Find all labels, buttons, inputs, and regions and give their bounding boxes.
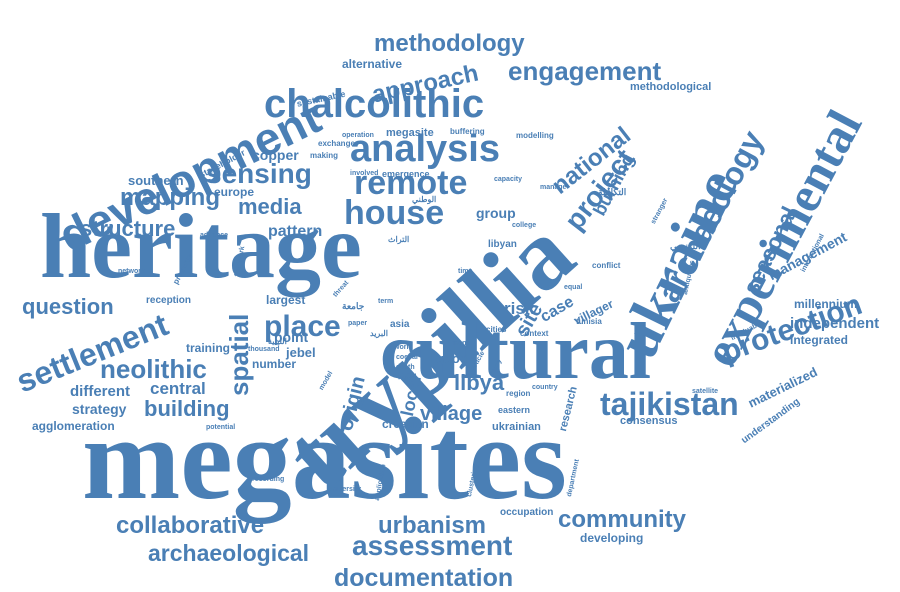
word: occupation [500, 507, 554, 518]
word: recording [252, 476, 285, 483]
word: collaborative [116, 512, 265, 539]
word: strategy [72, 401, 127, 417]
word: potential [206, 424, 236, 431]
word: sensing [206, 158, 312, 189]
word: التونسي [670, 241, 701, 251]
word: largest [266, 293, 306, 307]
word: coeval [396, 354, 418, 361]
word: capacity [494, 176, 523, 183]
word: good [436, 351, 468, 366]
word: modelling [516, 131, 554, 140]
word: making [310, 151, 339, 160]
word: ukrainian [492, 421, 541, 433]
word: المعهد [398, 374, 417, 381]
word: region [506, 389, 531, 398]
word: urbanism [378, 512, 487, 539]
word: term [378, 298, 394, 305]
word: consensus [620, 415, 678, 427]
word: pattern [268, 223, 323, 240]
word: media [238, 194, 302, 219]
word: libyan [488, 239, 517, 250]
word: satellite [692, 388, 719, 395]
word: assessment [352, 530, 513, 561]
word: mapping [120, 184, 220, 211]
word: building [144, 396, 230, 421]
word: southern [128, 173, 184, 188]
word: archaeological [148, 540, 310, 566]
word: group [476, 205, 516, 221]
word: reception [146, 295, 192, 306]
word: remote [354, 164, 468, 202]
word: tunisia [576, 317, 602, 326]
word: methodological [630, 81, 712, 93]
word: paper [348, 320, 368, 327]
word: community [558, 506, 687, 533]
word: different [70, 383, 130, 400]
word: country [532, 384, 558, 391]
word: point [274, 329, 309, 345]
word: college [512, 222, 537, 229]
word: الليبية [268, 337, 287, 346]
word: agglomeration [32, 419, 115, 433]
word: heritage [40, 195, 362, 297]
word: جامعة [342, 301, 365, 311]
word: involved [350, 170, 379, 177]
word: chalcolithic [264, 82, 485, 126]
word: manage [540, 184, 567, 191]
word: question [22, 294, 114, 319]
word: documentation [334, 564, 514, 592]
word: network [118, 268, 145, 275]
word: megasites [82, 393, 567, 524]
word: operation [342, 132, 374, 139]
word: context [520, 329, 549, 338]
word: structure [80, 216, 176, 241]
word: jebel [286, 345, 316, 360]
word: conflict [592, 261, 621, 270]
word: tajikistan [600, 386, 739, 422]
word: البريد [370, 329, 388, 338]
word: التكاملة [598, 187, 627, 197]
word: death [396, 364, 415, 371]
word: millennium [794, 297, 858, 311]
word: alternative [342, 57, 403, 71]
word: equal [564, 284, 583, 291]
word: creation [382, 417, 429, 431]
word: training [186, 341, 230, 355]
word: world [394, 344, 413, 351]
word: risk [504, 299, 535, 318]
word: integrated [790, 333, 849, 347]
word: developing [580, 531, 644, 545]
word: exchange [318, 139, 355, 148]
word: number [252, 357, 297, 371]
word: central [150, 379, 206, 398]
word: materialized [745, 364, 820, 411]
word: department [566, 458, 581, 498]
word: thousand [248, 346, 280, 353]
word: neolithic [100, 354, 207, 384]
word: time [458, 268, 473, 275]
word: cities [486, 325, 507, 334]
word: analysis [350, 128, 500, 170]
word: libya [454, 370, 505, 395]
word: engagement [508, 56, 662, 86]
word: eastern [498, 405, 531, 415]
word: independent [790, 315, 880, 332]
word: التراث [388, 235, 410, 244]
word: europe [214, 185, 255, 199]
word: emergence [382, 169, 430, 179]
word: megasite [386, 127, 434, 139]
word: الوطني [412, 195, 437, 204]
word: cultural [380, 308, 652, 396]
word: buffering [450, 127, 485, 136]
word: asia [390, 319, 410, 330]
word: house [344, 194, 445, 232]
word: village [420, 403, 483, 425]
word: copper [252, 147, 299, 163]
word: methodology [374, 30, 525, 57]
word: university [328, 486, 362, 493]
word: mena [452, 340, 471, 347]
word: advance [200, 232, 229, 239]
word: place [264, 310, 341, 343]
